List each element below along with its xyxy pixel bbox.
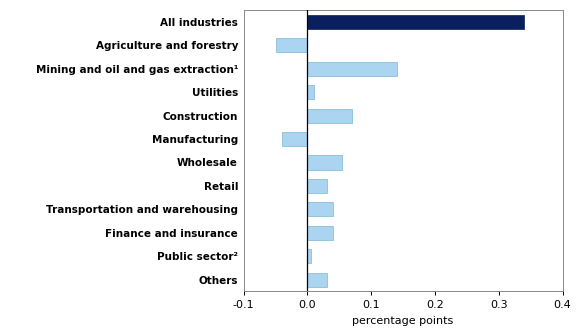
Bar <box>307 15 524 29</box>
Bar <box>307 179 327 193</box>
Bar <box>276 38 307 52</box>
X-axis label: percentage points: percentage points <box>353 316 454 326</box>
Bar <box>307 249 311 263</box>
Bar <box>307 202 333 216</box>
Bar <box>307 109 352 123</box>
Bar <box>307 85 314 99</box>
Bar <box>307 62 397 76</box>
Bar <box>307 226 333 240</box>
Bar <box>307 273 327 287</box>
Bar <box>282 132 307 146</box>
Bar <box>307 155 342 170</box>
